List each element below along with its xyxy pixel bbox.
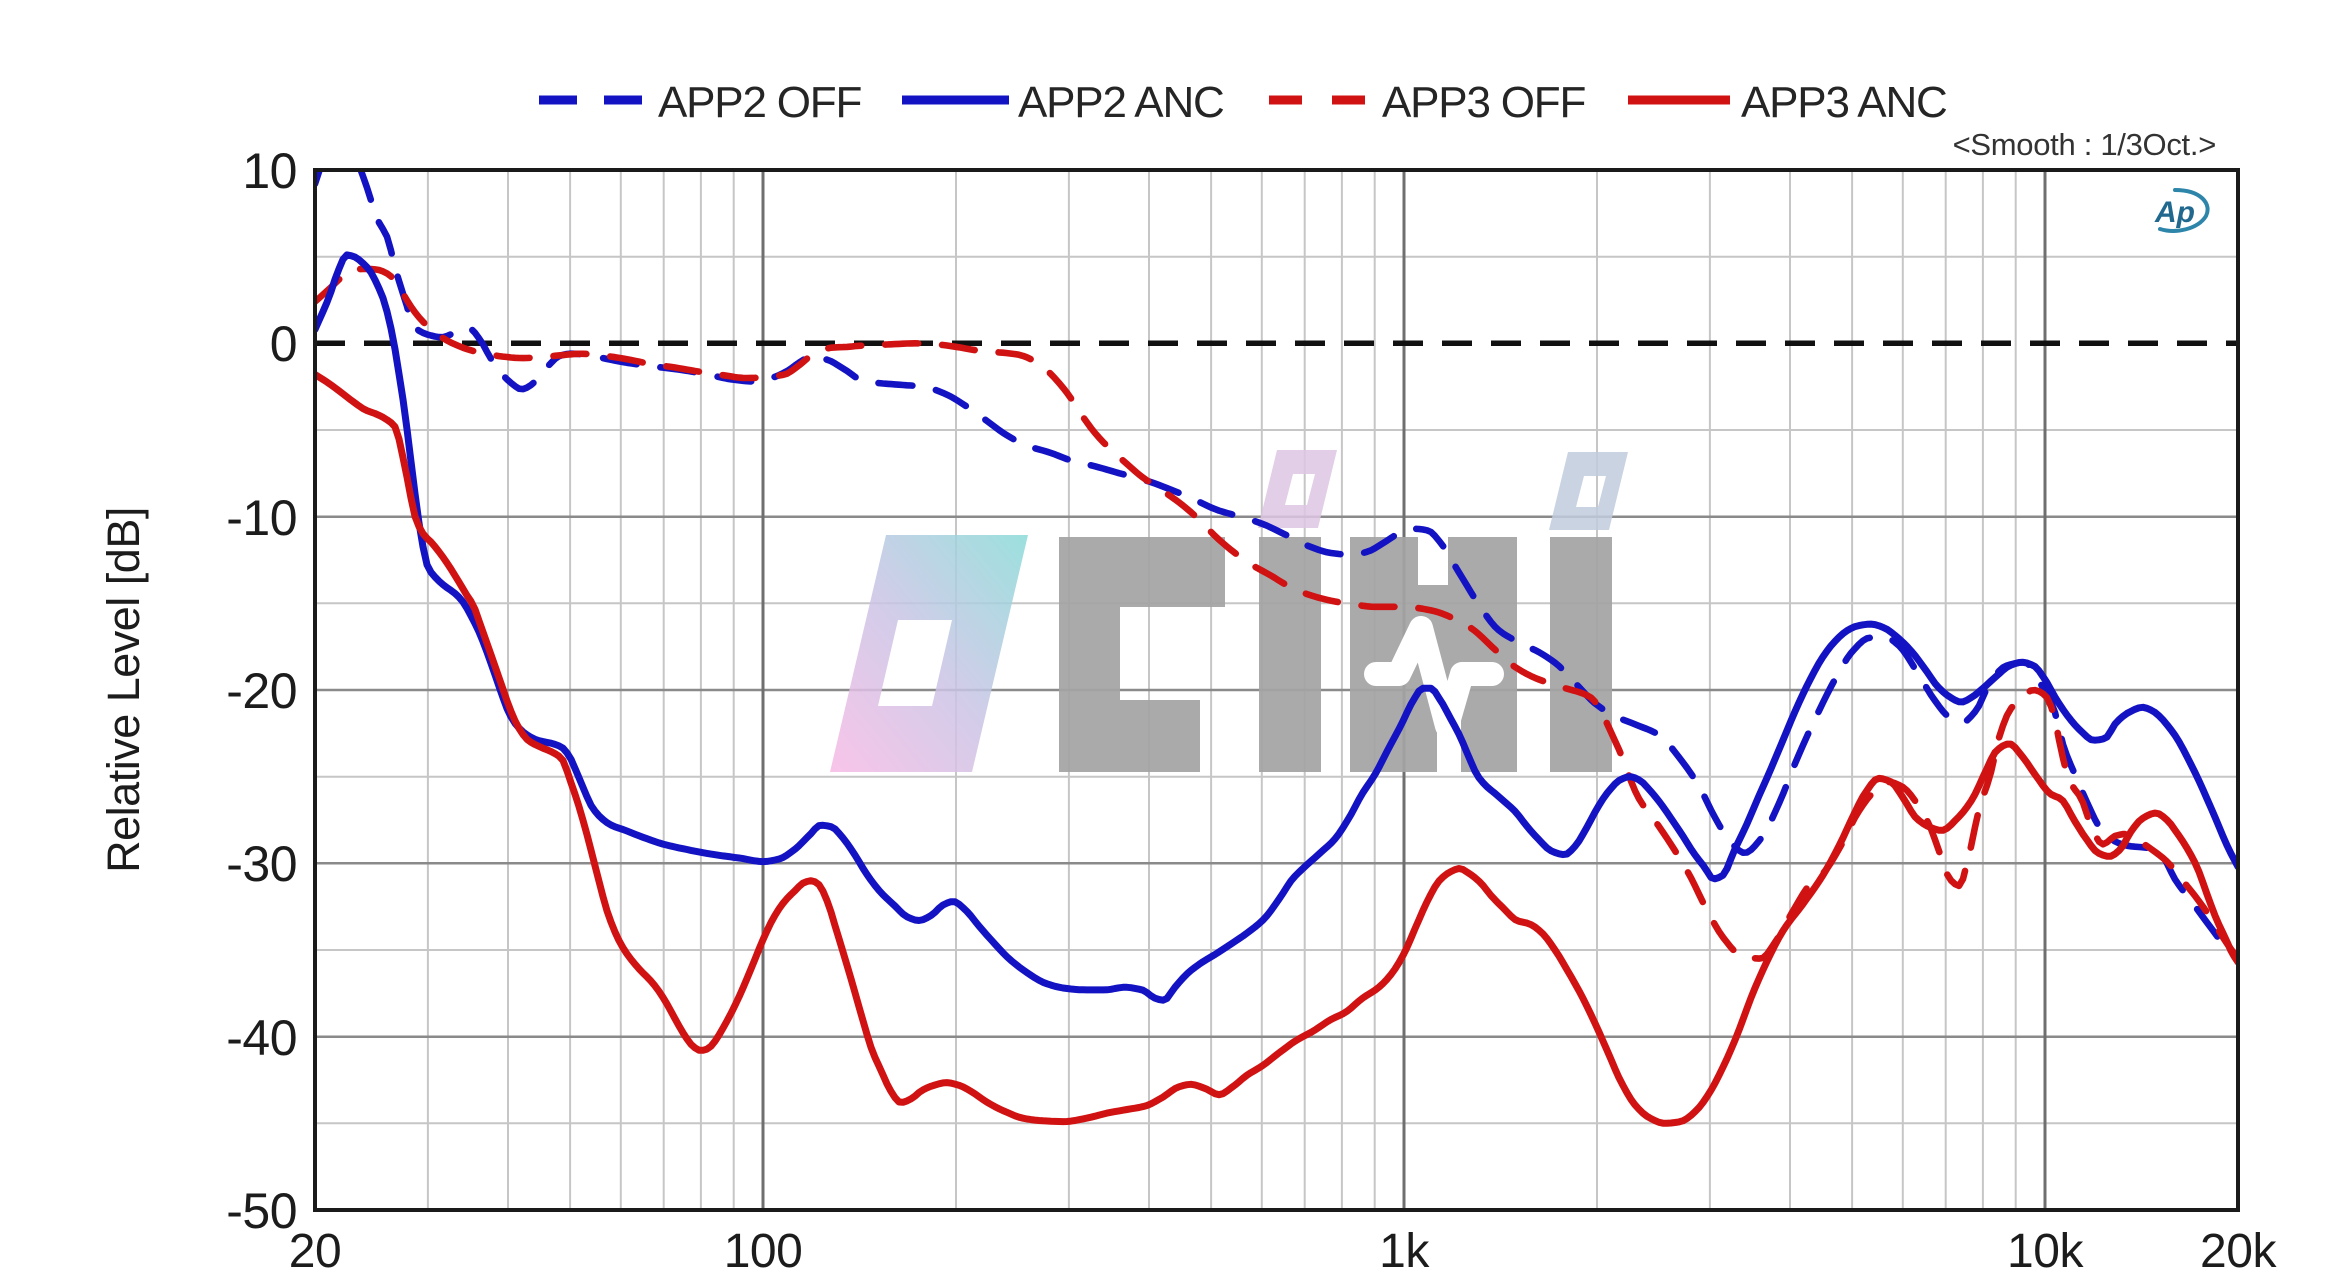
svg-text:20k: 20k	[2200, 1225, 2277, 1278]
svg-text:Relative Level [dB]: Relative Level [dB]	[98, 507, 149, 873]
svg-text:10: 10	[242, 143, 297, 199]
svg-text:APP3 OFF: APP3 OFF	[1382, 78, 1585, 127]
svg-text:APP3 ANC: APP3 ANC	[1741, 78, 1947, 127]
svg-text:-30: -30	[226, 836, 297, 892]
svg-text:0: 0	[270, 316, 297, 372]
svg-text:1k: 1k	[1379, 1225, 1430, 1278]
svg-text:APP2 OFF: APP2 OFF	[658, 78, 861, 127]
svg-text:-20: -20	[226, 663, 297, 719]
svg-text:-50: -50	[226, 1183, 297, 1239]
svg-text:10k: 10k	[2007, 1225, 2084, 1278]
svg-text:100: 100	[724, 1225, 803, 1278]
svg-text:Ap: Ap	[2154, 196, 2195, 229]
svg-text:-40: -40	[226, 1010, 297, 1066]
svg-text:<Smooth : 1/3Oct.>: <Smooth : 1/3Oct.>	[1953, 127, 2216, 162]
svg-text:20: 20	[289, 1225, 341, 1278]
svg-text:-10: -10	[226, 490, 297, 546]
svg-text:APP2 ANC: APP2 ANC	[1018, 78, 1224, 127]
